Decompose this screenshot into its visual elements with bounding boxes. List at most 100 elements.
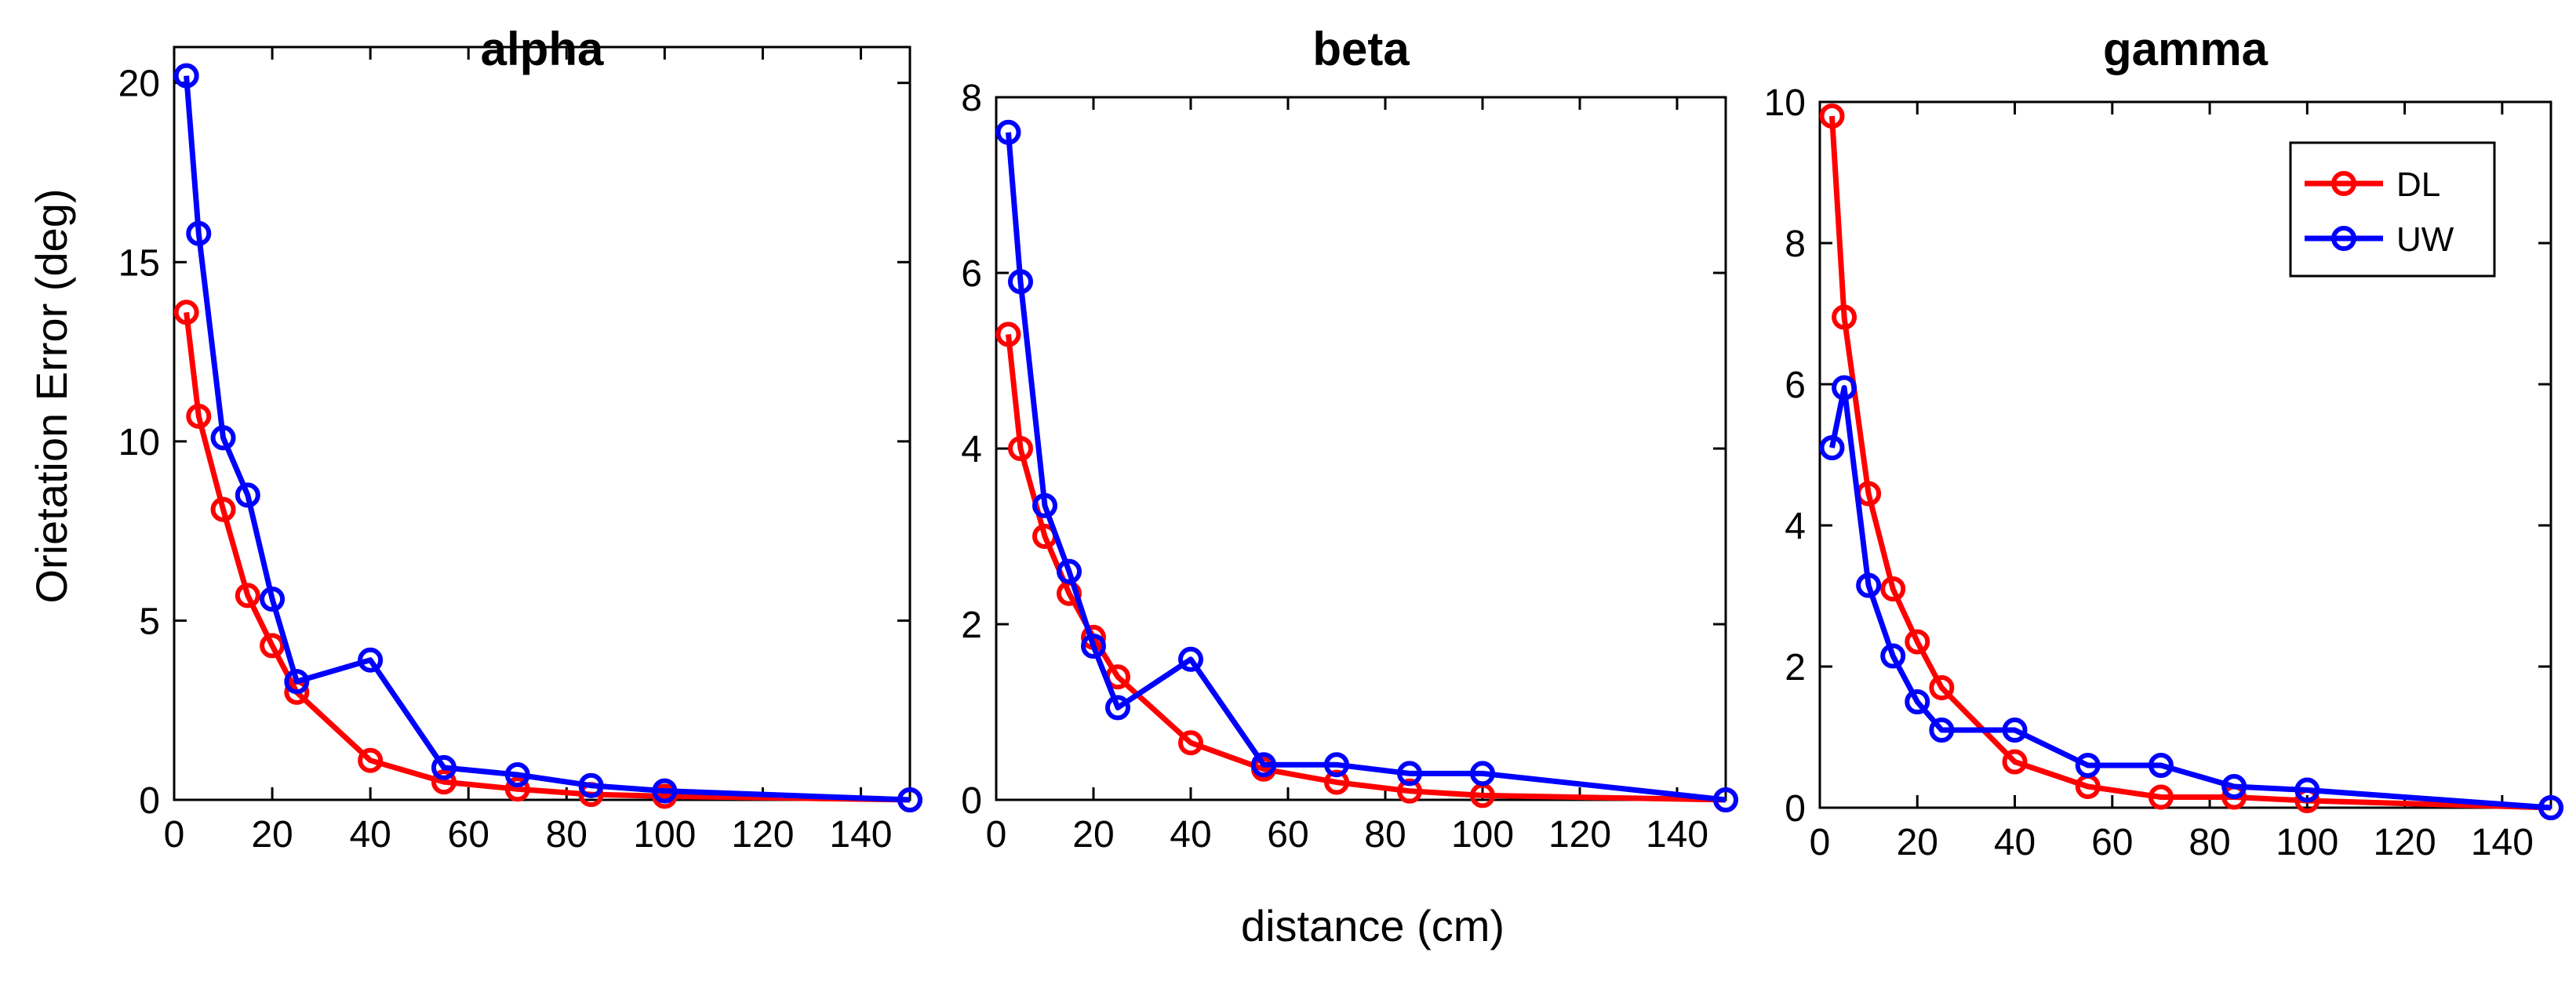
y-tick-label: 15 [118, 242, 160, 284]
x-tick-label: 60 [448, 814, 489, 856]
series-line-dl [1006, 334, 1726, 803]
panel-alpha: alpha 0 20 40 60 80 100 120 140 0 5 10 15 20 [118, 23, 922, 856]
data-point-uw [1324, 752, 1349, 778]
data-point-uw [1105, 695, 1130, 721]
data-point-dl [173, 300, 199, 325]
chart-title: alpha [481, 23, 604, 75]
data-point-dl [1324, 769, 1349, 795]
data-point-dl [1397, 778, 1422, 804]
x-tick-label: 0 [1810, 822, 1831, 863]
data-point-uw [652, 778, 678, 804]
x-tick-label: 20 [251, 814, 293, 856]
data-point-uw [2075, 753, 2101, 778]
x-tick-label: 100 [633, 814, 696, 856]
legend-marker-uw [2331, 226, 2356, 251]
legend: DL UW [2289, 141, 2496, 278]
axes-frame [173, 45, 911, 801]
data-point-uw [1832, 375, 1857, 401]
x-tick-label: 40 [1170, 814, 1211, 856]
data-point-dl [2148, 784, 2174, 810]
x-tick-label: 80 [1364, 814, 1406, 856]
y-tick-label: 2 [961, 605, 982, 646]
data-point-uw [186, 220, 212, 246]
x-axis-label: distance (cm) [1241, 901, 1504, 950]
data-point-uw [1856, 572, 1882, 598]
x-tick-label: 40 [349, 814, 391, 856]
data-point-uw [1470, 761, 1495, 787]
data-point-uw [1880, 643, 1906, 669]
legend-box [2289, 141, 2496, 278]
data-point-uw [2148, 753, 2174, 778]
data-point-dl [210, 496, 236, 522]
x-tick-label: 20 [1072, 814, 1114, 856]
axes-frame [1818, 100, 2552, 809]
data-point-uw [1905, 689, 1930, 714]
x-tick-label: 0 [986, 814, 1007, 856]
data-point-uw [1929, 718, 1955, 743]
data-point-dl [235, 583, 260, 609]
data-point-dl [1819, 104, 1845, 129]
data-point-uw [260, 587, 286, 612]
x-tick-label: 80 [2189, 822, 2230, 863]
data-point-uw [1713, 787, 1738, 812]
y-tick-label: 0 [961, 780, 982, 822]
panel-beta: beta 0 20 40 60 80 100 120 140 0 2 4 6 8 [961, 23, 1738, 856]
data-point-uw [431, 754, 457, 780]
series-line-dl [184, 311, 911, 803]
data-point-dl [1008, 436, 1033, 461]
x-tick-label: 60 [2091, 822, 2133, 863]
data-point-uw [504, 762, 530, 787]
data-point-uw [2221, 774, 2247, 799]
data-point-dl [1178, 730, 1203, 756]
data-point-uw [284, 669, 310, 695]
x-tick-label: 120 [1548, 814, 1611, 856]
data-point-dl [186, 403, 212, 429]
data-point-uw [897, 787, 922, 812]
data-point-uw [1251, 752, 1276, 778]
y-tick-label: 5 [139, 601, 160, 642]
data-point-uw [995, 119, 1021, 145]
data-point-uw [1057, 558, 1082, 584]
data-point-uw [2538, 795, 2563, 820]
data-point-dl [504, 776, 530, 802]
data-point-dl [1905, 629, 1930, 655]
data-point-uw [2002, 718, 2028, 743]
x-tick-label: 100 [1451, 814, 1514, 856]
data-point-dl [260, 633, 286, 659]
y-tick-label: 10 [1764, 82, 1806, 124]
y-tick-label: 8 [961, 78, 982, 119]
data-point-uw [358, 647, 384, 673]
series-line-uw [1829, 385, 2552, 811]
y-tick-label: 4 [1785, 506, 1806, 547]
legend-label-uw: UW [2396, 220, 2454, 259]
x-tick-label: 40 [1994, 822, 2036, 863]
data-point-uw [1397, 761, 1422, 787]
data-point-uw [210, 425, 236, 451]
data-point-uw [1819, 435, 1845, 460]
y-axis-label: Orietation Error (deg) [27, 188, 76, 603]
data-point-dl [431, 769, 457, 795]
data-point-dl [1832, 304, 1857, 330]
chart-title: beta [1312, 23, 1410, 75]
data-point-uw [235, 482, 260, 508]
data-point-uw [1178, 646, 1203, 672]
x-tick-label: 0 [164, 814, 185, 856]
x-tick-label: 80 [546, 814, 588, 856]
axes-frame [995, 96, 1727, 801]
x-tick-label: 20 [1897, 822, 1938, 863]
y-tick-label: 0 [139, 780, 160, 822]
data-point-uw [173, 63, 199, 89]
data-point-uw [578, 772, 604, 798]
x-tick-label: 60 [1267, 814, 1308, 856]
y-tick-label: 6 [961, 253, 982, 295]
y-tick-label: 0 [1785, 788, 1806, 830]
x-tick-label: 100 [2276, 822, 2338, 863]
data-point-dl [1929, 675, 1955, 700]
data-point-dl [2002, 749, 2028, 775]
chart-title: gamma [2103, 23, 2269, 75]
data-point-uw [1008, 269, 1033, 295]
data-point-uw [2294, 777, 2320, 803]
y-tick-label: 8 [1785, 223, 1806, 265]
